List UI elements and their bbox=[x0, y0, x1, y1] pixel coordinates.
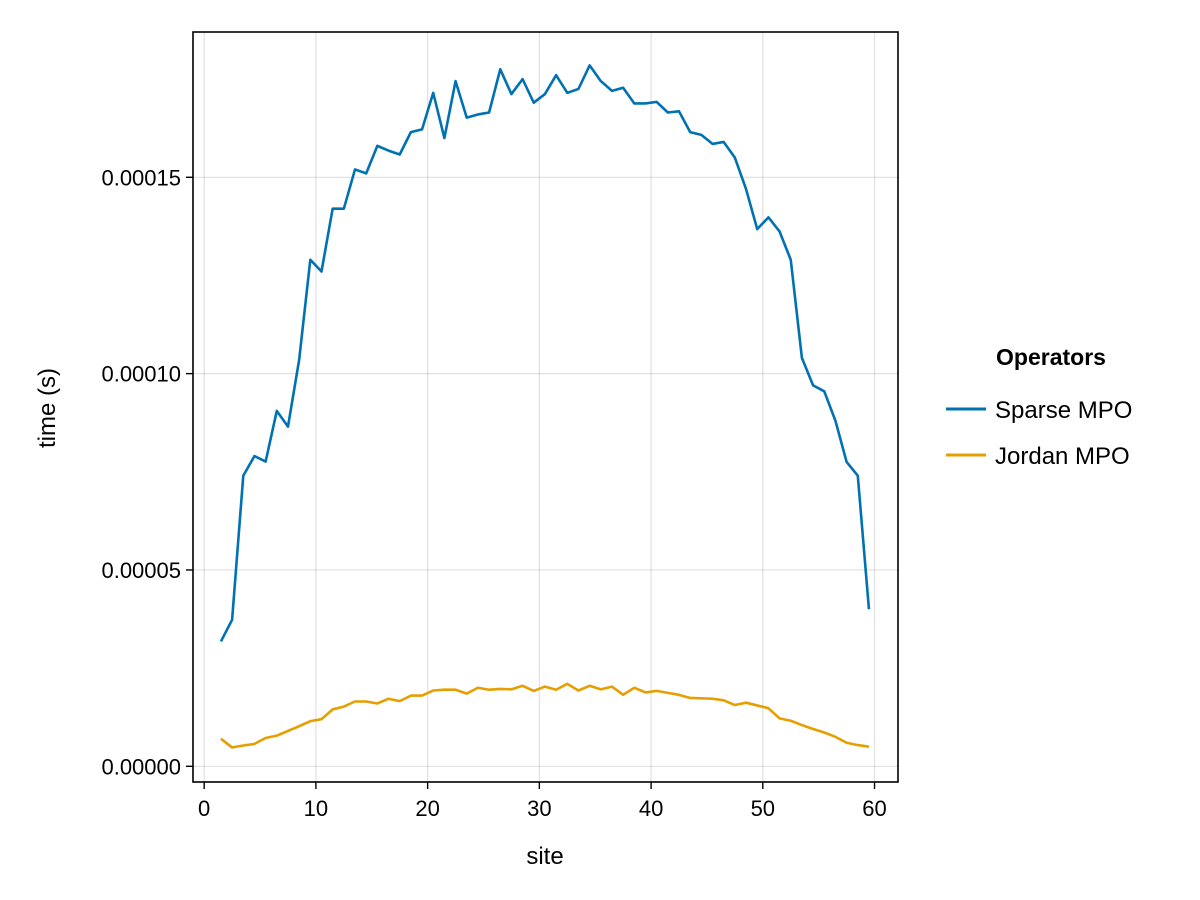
x-tick-label: 40 bbox=[639, 796, 663, 821]
series-line-jordan-mpo bbox=[220, 682, 870, 749]
series-line-sparse-mpo bbox=[219, 64, 871, 643]
plot-frame bbox=[192, 31, 899, 783]
x-axis-label: site bbox=[526, 843, 563, 870]
x-tick-label: 30 bbox=[527, 796, 551, 821]
y-tick-label: 0.00005 bbox=[101, 558, 181, 583]
y-tick-label: 0.00015 bbox=[101, 165, 181, 190]
legend: Operators Sparse MPO Jordan MPO bbox=[946, 344, 1132, 470]
x-tick-label: 60 bbox=[862, 796, 886, 821]
x-tick-label: 10 bbox=[304, 796, 328, 821]
legend-label-jordan-mpo: Jordan MPO bbox=[995, 443, 1130, 470]
y-axis-label: time (s) bbox=[34, 368, 61, 448]
axis-ticks: 0 10 20 30 40 50 60 0.00000 0.00005 0.00010 0.0001… bbox=[101, 165, 886, 821]
series-layer bbox=[219, 64, 871, 749]
grid bbox=[193, 32, 898, 782]
y-tick-label: 0.00000 bbox=[101, 754, 181, 779]
x-tick-label: 20 bbox=[415, 796, 439, 821]
legend-title: Operators bbox=[996, 344, 1106, 370]
y-tick-label: 0.00010 bbox=[101, 362, 181, 387]
x-tick-label: 50 bbox=[751, 796, 775, 821]
legend-label-sparse-mpo: Sparse MPO bbox=[995, 397, 1132, 424]
x-tick-label: 0 bbox=[198, 796, 210, 821]
